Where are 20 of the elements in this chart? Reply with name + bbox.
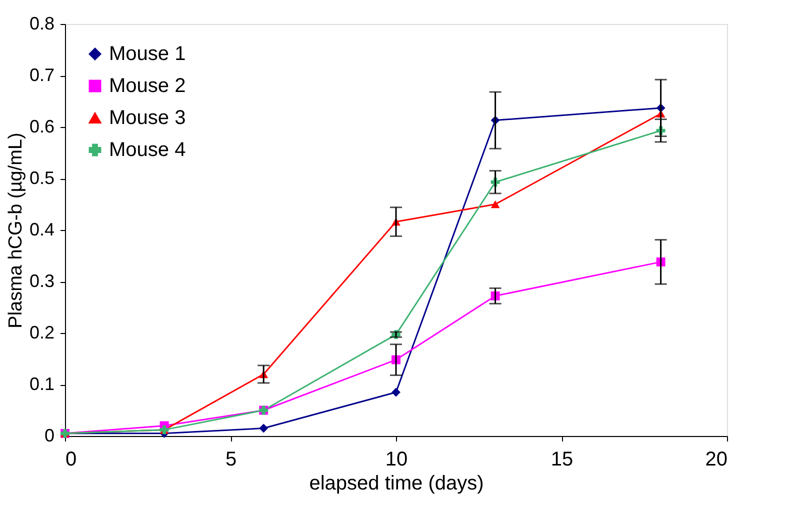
legend-label: Mouse 2 [109,75,186,97]
x-tick-label: 20 [705,448,728,470]
legend-label: Mouse 1 [109,43,186,65]
x-tick-label: 15 [550,448,574,470]
y-tick-label: 0.7 [29,65,54,85]
y-tick-label: 0.8 [29,14,54,34]
y-axis-title: Plasma hCG-b (µg/mL) [5,132,26,328]
y-tick-label: 0 [44,426,54,446]
legend-label: Mouse 3 [109,107,186,129]
y-tick-label: 0.4 [29,220,54,240]
y-tick-label: 0.6 [29,116,54,136]
x-axis-title: elapsed time (days) [309,472,484,494]
x-tick-label: 5 [225,448,237,470]
x-tick-label: 0 [66,448,77,470]
y-tick-label: 0.3 [29,271,54,291]
y-tick-label: 0.5 [29,168,54,188]
y-tick-label: 0.2 [29,322,54,342]
x-tick-label: 10 [385,448,408,470]
y-tick-label: 0.1 [29,374,54,394]
legend-label: Mouse 4 [109,139,186,161]
